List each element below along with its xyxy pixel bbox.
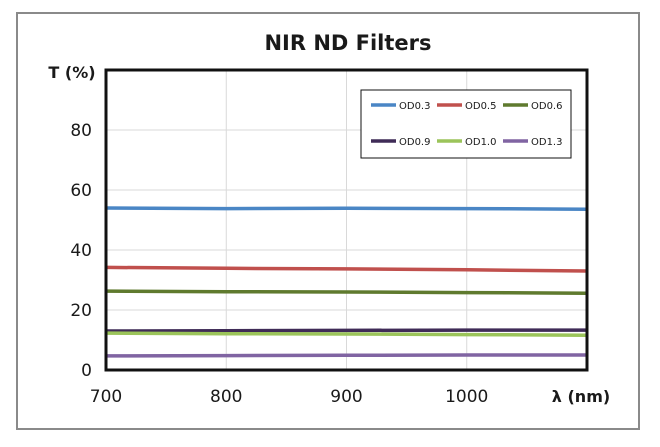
y-tick-label: 60	[70, 181, 92, 201]
plot-border	[104, 68, 589, 372]
series-line-od05	[105, 265, 588, 273]
legend-label: OD0.9	[399, 137, 430, 148]
chart-frame	[16, 12, 640, 430]
x-tick-label: 700	[90, 387, 122, 407]
x-axis-label: λ (nm)	[552, 387, 610, 406]
legend-label: OD1.3	[531, 137, 562, 148]
y-tick-label: 40	[70, 241, 92, 261]
series-line-od13	[105, 353, 587, 358]
legend-label: OD0.6	[531, 101, 562, 112]
x-tick-label: 1000	[445, 387, 488, 407]
series-line-od09	[105, 328, 587, 333]
y-tick-label: 0	[81, 361, 92, 381]
legend-box	[360, 89, 572, 159]
y-axis-label: T (%)	[48, 63, 95, 82]
legend: OD0.3 OD0.5 OD0.6 OD0.9 OD1.0 OD1.3	[360, 89, 572, 159]
series-lines	[105, 206, 588, 358]
series-line-od10	[105, 331, 588, 337]
x-tick-label: 900	[330, 387, 362, 407]
y-tick-label: 20	[70, 301, 92, 321]
legend-label: OD0.5	[465, 101, 496, 112]
legend-label: OD0.3	[399, 101, 430, 112]
chart-title: NIR ND Filters	[264, 31, 431, 55]
x-tick-label: 800	[210, 387, 242, 407]
series-line-od03	[105, 206, 588, 211]
series-line-od06	[105, 289, 588, 295]
legend-label: OD1.0	[465, 137, 496, 148]
y-tick-label: 80	[70, 121, 92, 141]
axis-ticks: 700 800 900 1000 0 20 40 60 80	[70, 121, 488, 407]
